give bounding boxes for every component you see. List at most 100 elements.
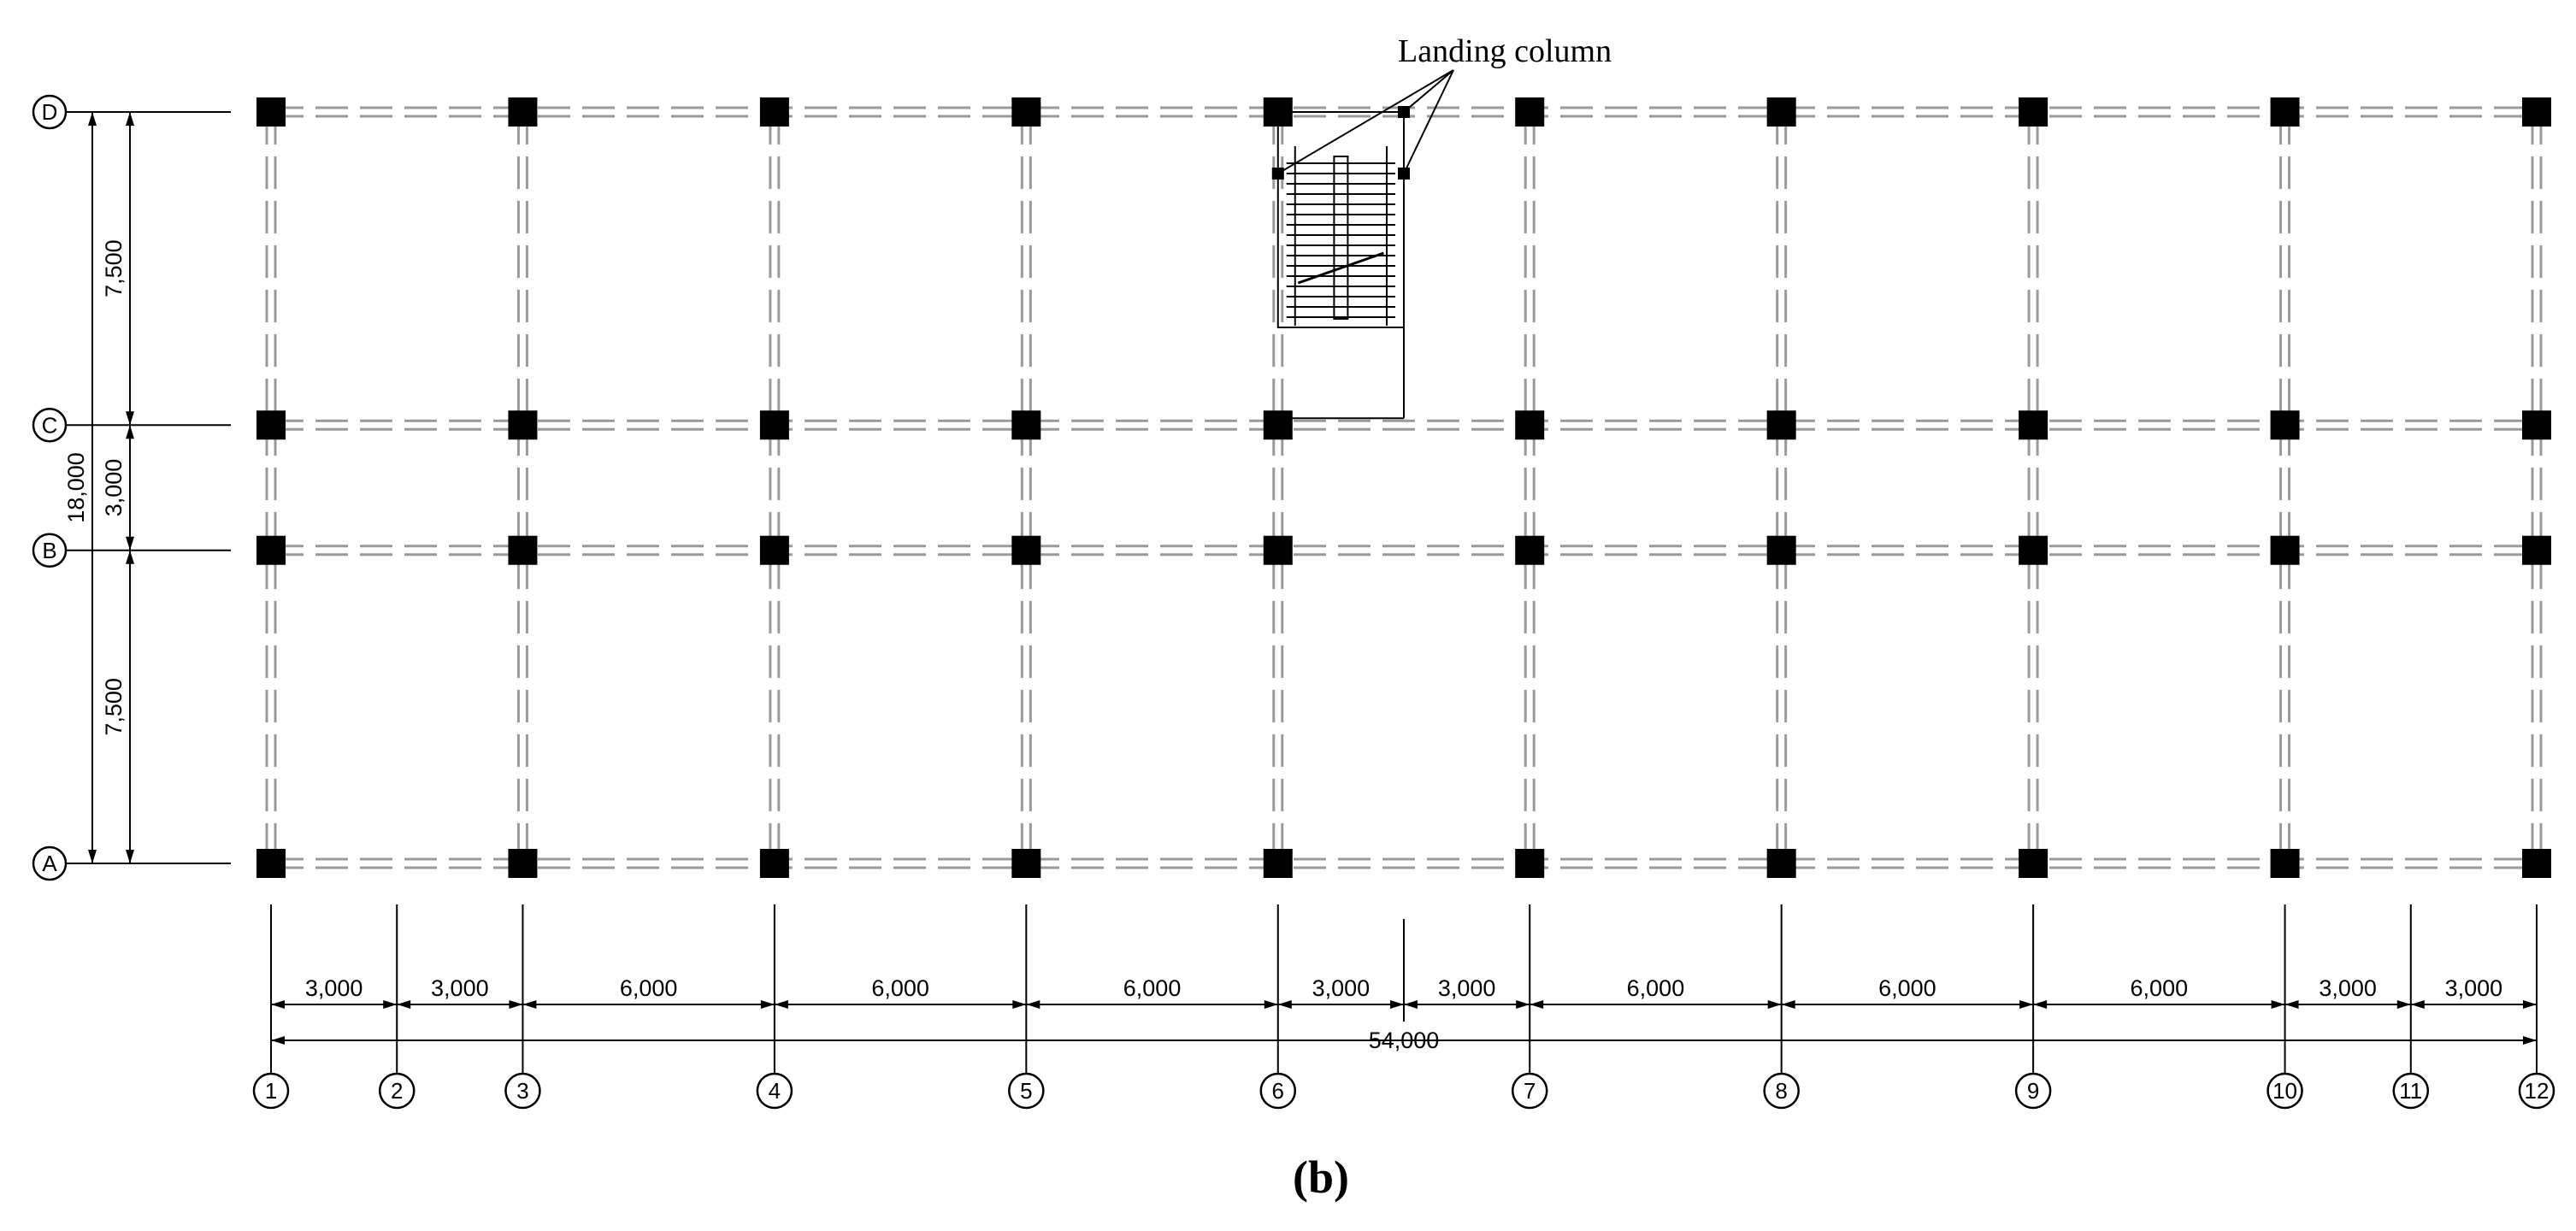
axis-bubble-2 bbox=[378, 1072, 416, 1110]
dim-arrow bbox=[1264, 1000, 1278, 1009]
dim-value: 3,000 bbox=[305, 975, 363, 1001]
dim-value: 6,000 bbox=[1627, 975, 1685, 1001]
axis-bubble-8 bbox=[1763, 1072, 1800, 1110]
dim-arrow bbox=[1767, 1000, 1782, 1009]
column-8C bbox=[1766, 410, 1796, 440]
x-dimension-chain: 3,000 3,000 6,000 6,000 6,000 3,000 3,000 6,000… bbox=[271, 975, 2537, 1053]
axis-label-11: 11 bbox=[2399, 1078, 2422, 1104]
column-6D bbox=[1263, 97, 1293, 127]
staircase bbox=[1271, 106, 1410, 420]
column-4A bbox=[759, 849, 789, 878]
axis-bubble-7 bbox=[1511, 1072, 1548, 1110]
dim-arrow bbox=[1012, 1000, 1027, 1009]
dim-arrow bbox=[1516, 1000, 1530, 1009]
dim-arrow bbox=[271, 1036, 285, 1045]
column-7D bbox=[1515, 97, 1545, 127]
axis-bubble-5 bbox=[1008, 1072, 1045, 1110]
column-8D bbox=[1766, 97, 1796, 127]
x-axis-gridlines: 1 2 3 4 5 6 7 8 9 10 11 12 bbox=[252, 904, 2555, 1110]
dim-value: 3,000 bbox=[431, 975, 489, 1001]
dim-arrow bbox=[2410, 1000, 2425, 1009]
dim-arrow bbox=[126, 425, 134, 439]
axis-label-2: 2 bbox=[391, 1078, 403, 1104]
axis-label-1: 1 bbox=[265, 1078, 277, 1104]
axis-label-C: C bbox=[42, 412, 58, 438]
dim-arrow bbox=[397, 1000, 411, 1009]
column-4B bbox=[759, 535, 789, 565]
column-10C bbox=[2270, 410, 2300, 440]
column-5B bbox=[1011, 535, 1041, 565]
axis-label-9: 9 bbox=[2027, 1078, 2039, 1104]
column-1C bbox=[256, 410, 286, 440]
column-6C bbox=[1263, 410, 1293, 440]
column-5D bbox=[1011, 97, 1041, 127]
column-1B bbox=[256, 535, 286, 565]
dim-arrow bbox=[1026, 1000, 1040, 1009]
column-5C bbox=[1011, 410, 1041, 440]
column-10B bbox=[2270, 535, 2300, 565]
dim-value: 7,500 bbox=[101, 239, 127, 297]
axis-bubble-B bbox=[32, 533, 68, 568]
column-8B bbox=[1766, 535, 1796, 565]
axis-bubble-9 bbox=[2014, 1072, 2052, 1110]
column-6B bbox=[1263, 535, 1293, 565]
figure-caption: (b) bbox=[1293, 1151, 1349, 1203]
dim-arrow bbox=[1530, 1000, 1544, 1009]
dim-value: 6,000 bbox=[871, 975, 929, 1001]
column-3B bbox=[508, 535, 538, 565]
column-4D bbox=[759, 97, 789, 127]
axis-bubble-3 bbox=[504, 1072, 541, 1110]
dim-value: 3,000 bbox=[2445, 975, 2503, 1001]
callout-leader bbox=[1403, 69, 1454, 113]
dim-arrow bbox=[2396, 1000, 2411, 1009]
column-1A bbox=[256, 849, 286, 878]
axis-label-5: 5 bbox=[1020, 1078, 1032, 1104]
axis-label-4: 4 bbox=[769, 1078, 781, 1104]
column-10A bbox=[2270, 849, 2300, 878]
axis-bubble-6 bbox=[1259, 1072, 1297, 1110]
axis-bubble-1 bbox=[252, 1072, 290, 1110]
column-8A bbox=[1766, 849, 1796, 878]
column-6A bbox=[1263, 849, 1293, 878]
column-12A bbox=[2522, 849, 2551, 878]
stair-well bbox=[1333, 156, 1349, 320]
dim-arrow bbox=[2033, 1000, 2048, 1009]
axis-bubble-10 bbox=[2267, 1072, 2303, 1110]
dim-value: 6,000 bbox=[620, 975, 678, 1001]
dim-arrow bbox=[1277, 1000, 1292, 1009]
axis-bubble-12 bbox=[2518, 1072, 2555, 1110]
callout-label: Landing column bbox=[1398, 33, 1612, 69]
dim-arrow bbox=[126, 112, 134, 126]
dim-arrow bbox=[383, 1000, 398, 1009]
axis-bubble-C bbox=[32, 408, 68, 443]
callout-leader bbox=[1277, 69, 1454, 174]
dim-arrow bbox=[774, 1000, 788, 1009]
dim-arrow bbox=[126, 850, 134, 863]
dim-value: 3,000 bbox=[101, 459, 127, 517]
axis-label-7: 7 bbox=[1524, 1078, 1536, 1104]
dim-total-value: 54,000 bbox=[1369, 1028, 1440, 1053]
column-10D bbox=[2270, 97, 2300, 127]
stair-break-mark bbox=[1297, 251, 1384, 285]
dim-arrow bbox=[522, 1000, 537, 1009]
axis-label-10: 10 bbox=[2272, 1078, 2297, 1104]
column-9A bbox=[2019, 849, 2048, 878]
column-4C bbox=[759, 410, 789, 440]
y-dimension-chain: 7,500 3,000 7,500 18,000 bbox=[63, 112, 134, 863]
column-12C bbox=[2522, 410, 2551, 440]
column-5A bbox=[1011, 849, 1041, 878]
column-3A bbox=[508, 849, 538, 878]
axis-bubble-11 bbox=[2392, 1072, 2430, 1110]
dim-value: 6,000 bbox=[2131, 975, 2189, 1001]
column-9D bbox=[2019, 97, 2048, 127]
dim-arrow bbox=[88, 850, 97, 863]
column-9C bbox=[2019, 410, 2048, 440]
dim-value: 6,000 bbox=[1878, 975, 1936, 1001]
callout-leader bbox=[1403, 69, 1454, 174]
dim-total-value: 18,000 bbox=[63, 452, 89, 523]
axis-label-12: 12 bbox=[2525, 1078, 2549, 1104]
dim-arrow bbox=[126, 550, 134, 564]
dim-arrow bbox=[2284, 1000, 2299, 1009]
column-grid bbox=[256, 97, 2551, 878]
